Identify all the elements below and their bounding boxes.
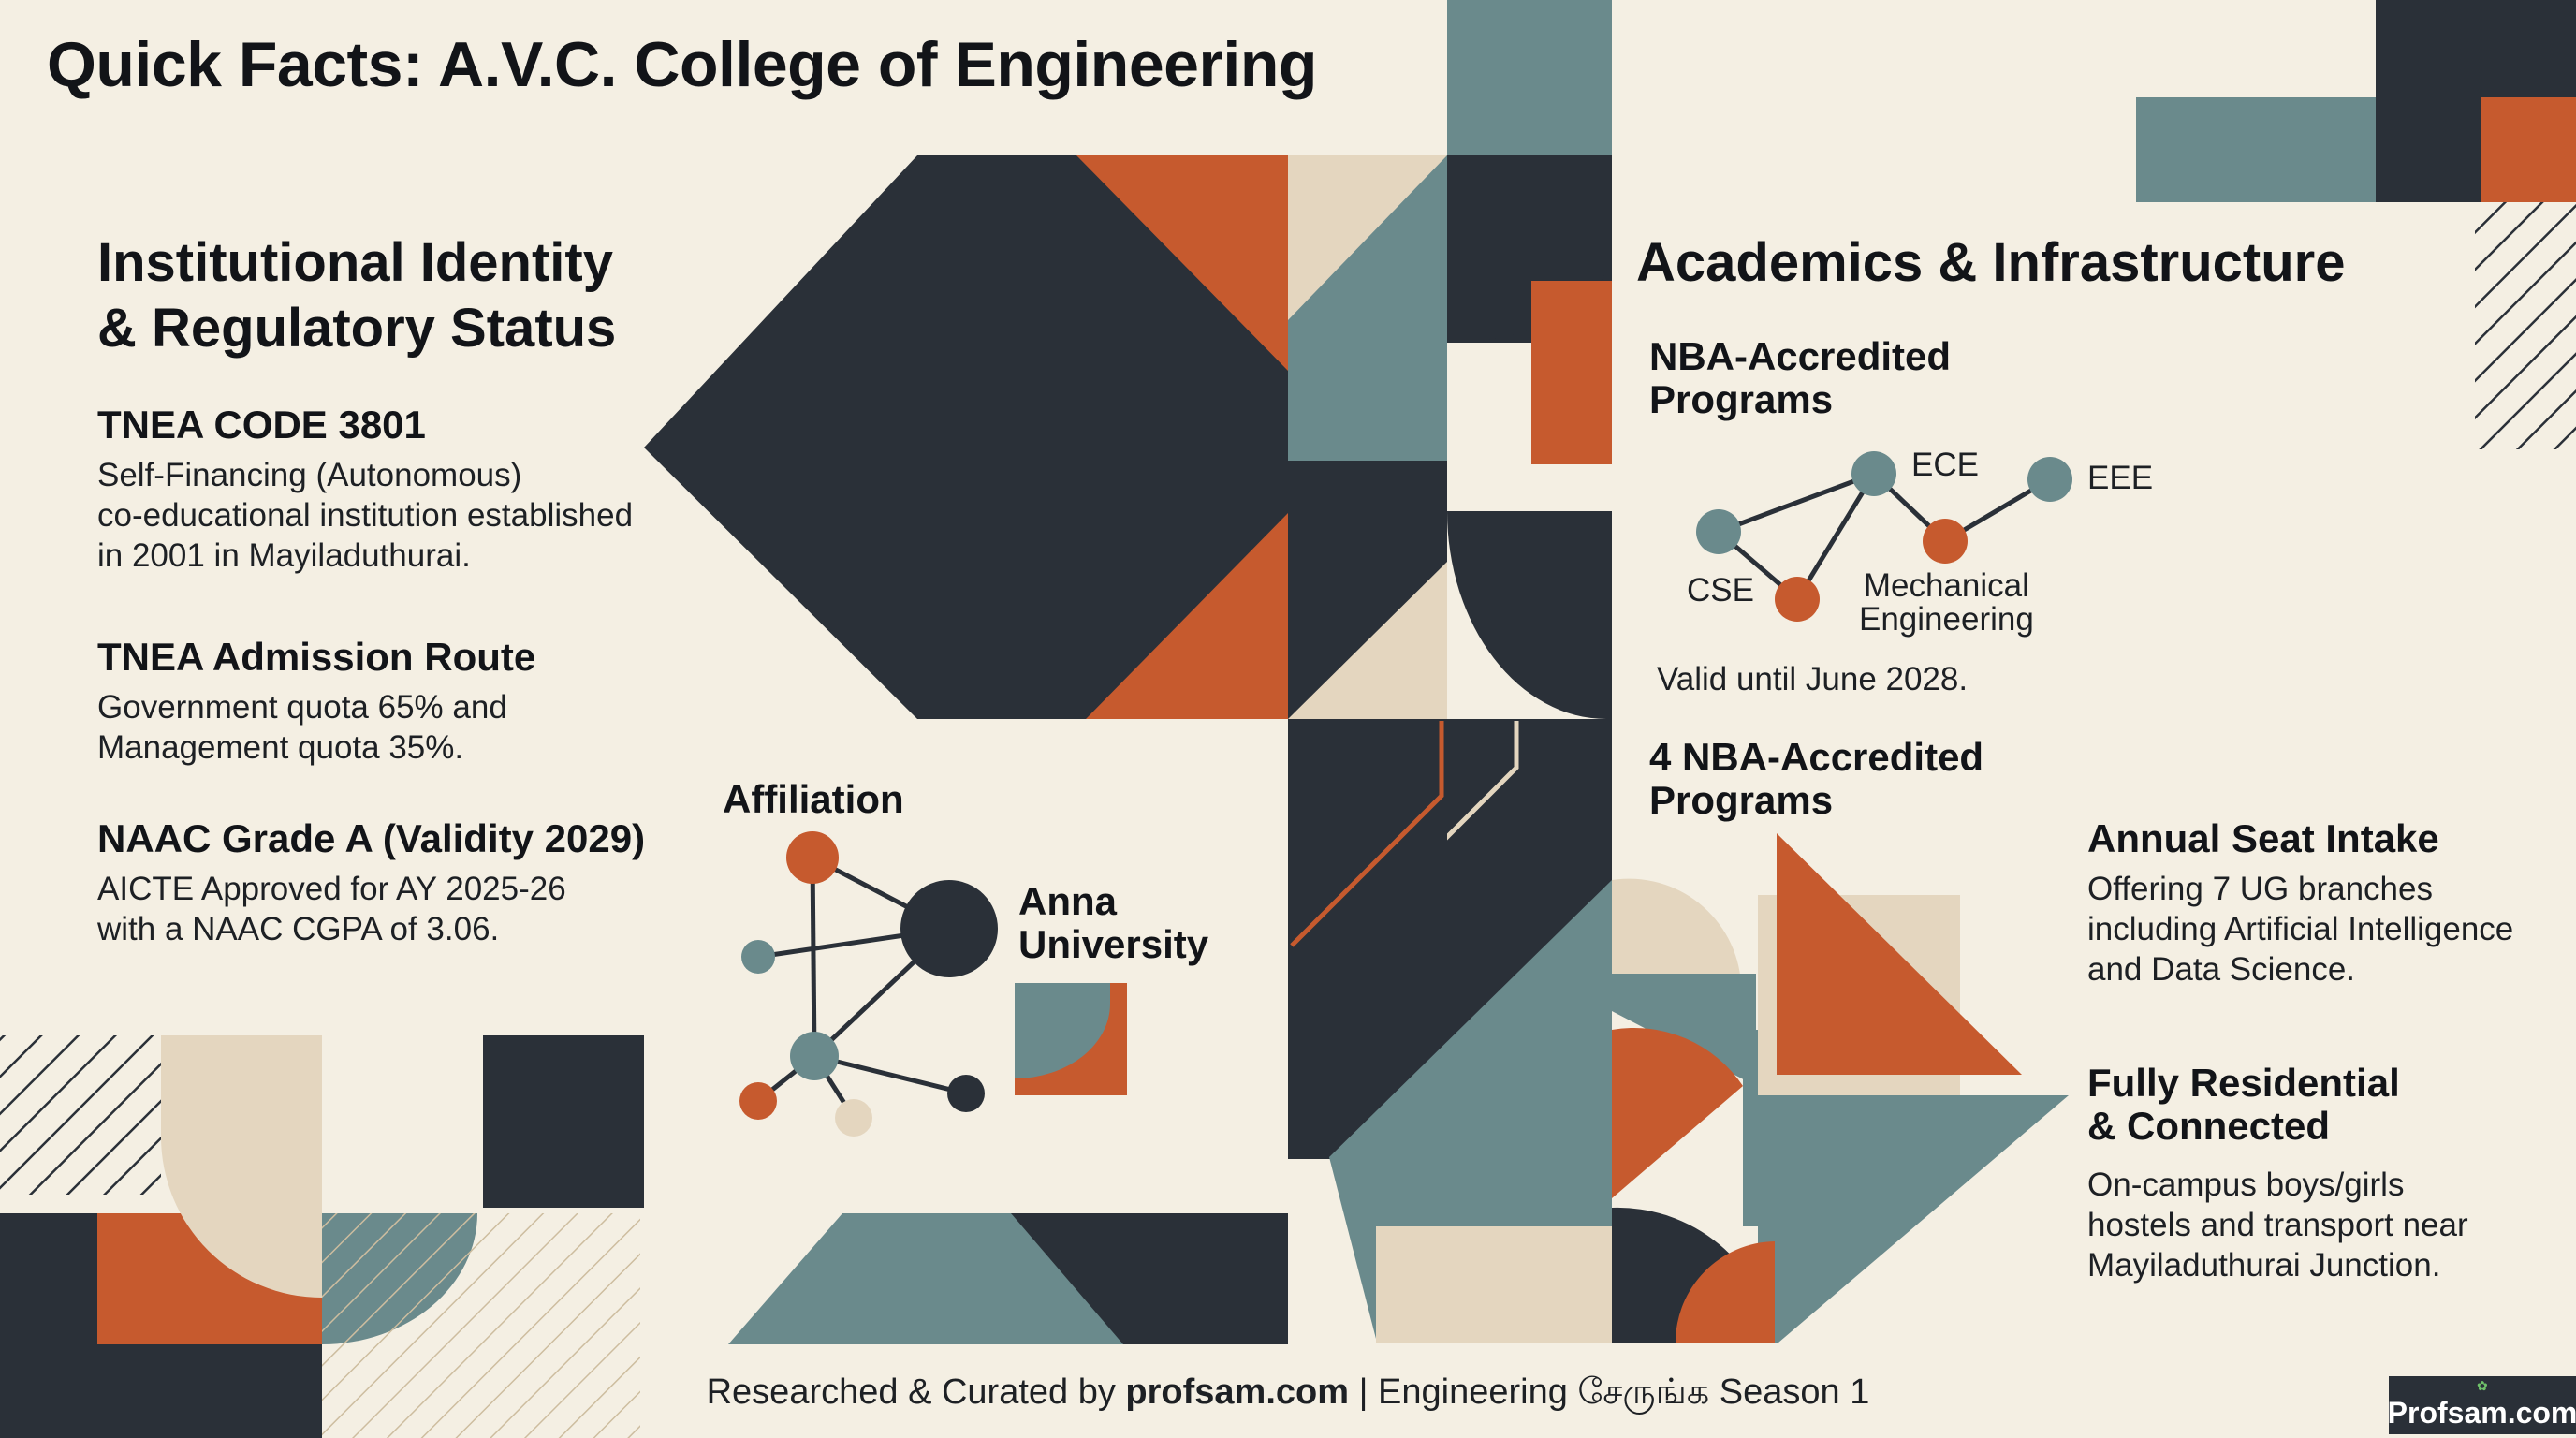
fact-title: Annual Seat Intake (2087, 816, 2439, 860)
node-orange (1775, 577, 1820, 622)
fact-title: TNEA Admission Route (97, 635, 536, 679)
leaf-icon: ✿ (2477, 1378, 2488, 1393)
fact-line: Mayiladuthurai Junction. (2087, 1247, 2441, 1284)
fact-line: Offering 7 UG branches (2087, 871, 2433, 907)
fact-line: Management quota 35%. (97, 729, 464, 766)
fact-line: in 2001 in Mayiladuthurai. (97, 537, 471, 574)
fact-seat-intake: Annual Seat Intake Offering 7 UG branche… (2087, 816, 2513, 990)
watermark-text: Profsam.com (2387, 1396, 2576, 1430)
footer-credit: Researched & Curated by profsam.com | En… (0, 1372, 2576, 1417)
university-label: Anna University (1018, 880, 1208, 966)
page-title: Quick Facts: A.V.C. College of Engineeri… (47, 29, 1317, 100)
fact-naac-grade: NAAC Grade A (Validity 2029) AICTE Appro… (97, 816, 645, 949)
fact-line: including Artificial Intelligence (2087, 911, 2514, 947)
left-heading-line-1: Institutional Identity (97, 232, 613, 293)
watermark-logo: ✿ Profsam.com (2387, 1376, 2576, 1434)
fact-line: and Data Science. (2087, 951, 2356, 988)
affiliation-heading: Affiliation (723, 777, 904, 821)
nba-count-line-2: Programs (1649, 778, 1834, 822)
nba-heading: NBA-Accredited Programs (1649, 335, 1951, 421)
fact-title: NAAC Grade A (Validity 2029) (97, 816, 646, 860)
nba-validity: Valid until June 2028. (1657, 661, 1969, 697)
fact-line: with a NAAC CGPA of 3.06. (97, 911, 500, 947)
cse-node (1696, 509, 1741, 554)
fact-title-line-2: & Connected (2087, 1104, 2331, 1148)
university-line-2: University (1018, 922, 1209, 966)
affiliation-network (739, 831, 998, 1137)
fact-line: On-campus boys/girls (2087, 1167, 2405, 1203)
ece-node (1852, 451, 1896, 496)
footer-suffix: | Engineering சேருங்க Season 1 (1349, 1372, 1870, 1412)
orange-triangle-bottom (1086, 513, 1288, 719)
program-label-mech: Mechanical Engineering (1859, 569, 2034, 637)
fact-line: hostels and transport near (2087, 1207, 2468, 1243)
hexagon-shape (644, 155, 1288, 719)
program-label-cse: CSE (1687, 572, 1754, 609)
nba-heading-line-2: Programs (1649, 377, 1834, 421)
mech-node (1923, 519, 1968, 564)
orange-triangle-top (1076, 155, 1288, 371)
mech-line-2: Engineering (1859, 601, 2034, 638)
footer-prefix: Researched & Curated by (706, 1372, 1126, 1412)
program-label-eee: EEE (2087, 460, 2154, 496)
fact-tnea-code: TNEA CODE 3801 Self-Financing (Autonomou… (97, 403, 633, 576)
fact-line: AICTE Approved for AY 2025-26 (97, 871, 566, 907)
right-section-heading: Academics & Infrastructure (1636, 232, 2346, 293)
left-section-heading: Institutional Identity & Regulatory Stat… (97, 230, 616, 361)
nba-count-heading: 4 NBA-Accredited Programs (1649, 736, 1983, 822)
orange-triangle-right (1777, 833, 2022, 1075)
university-line-1: Anna (1018, 879, 1117, 923)
nba-programs-network (1696, 451, 2072, 622)
fact-title: TNEA CODE 3801 (97, 403, 426, 447)
eee-node (2027, 457, 2072, 502)
fact-admission-route: TNEA Admission Route Government quota 65… (97, 635, 535, 768)
program-label-ece: ECE (1911, 447, 1979, 483)
mech-line-1: Mechanical (1863, 567, 2029, 604)
fact-line: co-educational institution established (97, 497, 634, 534)
left-heading-line-2: & Regulatory Status (97, 298, 617, 359)
fact-title-line-1: Fully Residential (2087, 1061, 2400, 1105)
fact-line: Self-Financing (Autonomous) (97, 457, 522, 493)
fact-line: Government quota 65% and (97, 689, 507, 726)
nba-heading-line-1: NBA-Accredited (1649, 334, 1952, 378)
footer-brand-link[interactable]: profsam.com (1125, 1372, 1350, 1412)
fact-residential: Fully Residential & Connected On-campus … (2087, 1062, 2468, 1285)
nba-count-line-1: 4 NBA-Accredited (1649, 735, 1984, 779)
